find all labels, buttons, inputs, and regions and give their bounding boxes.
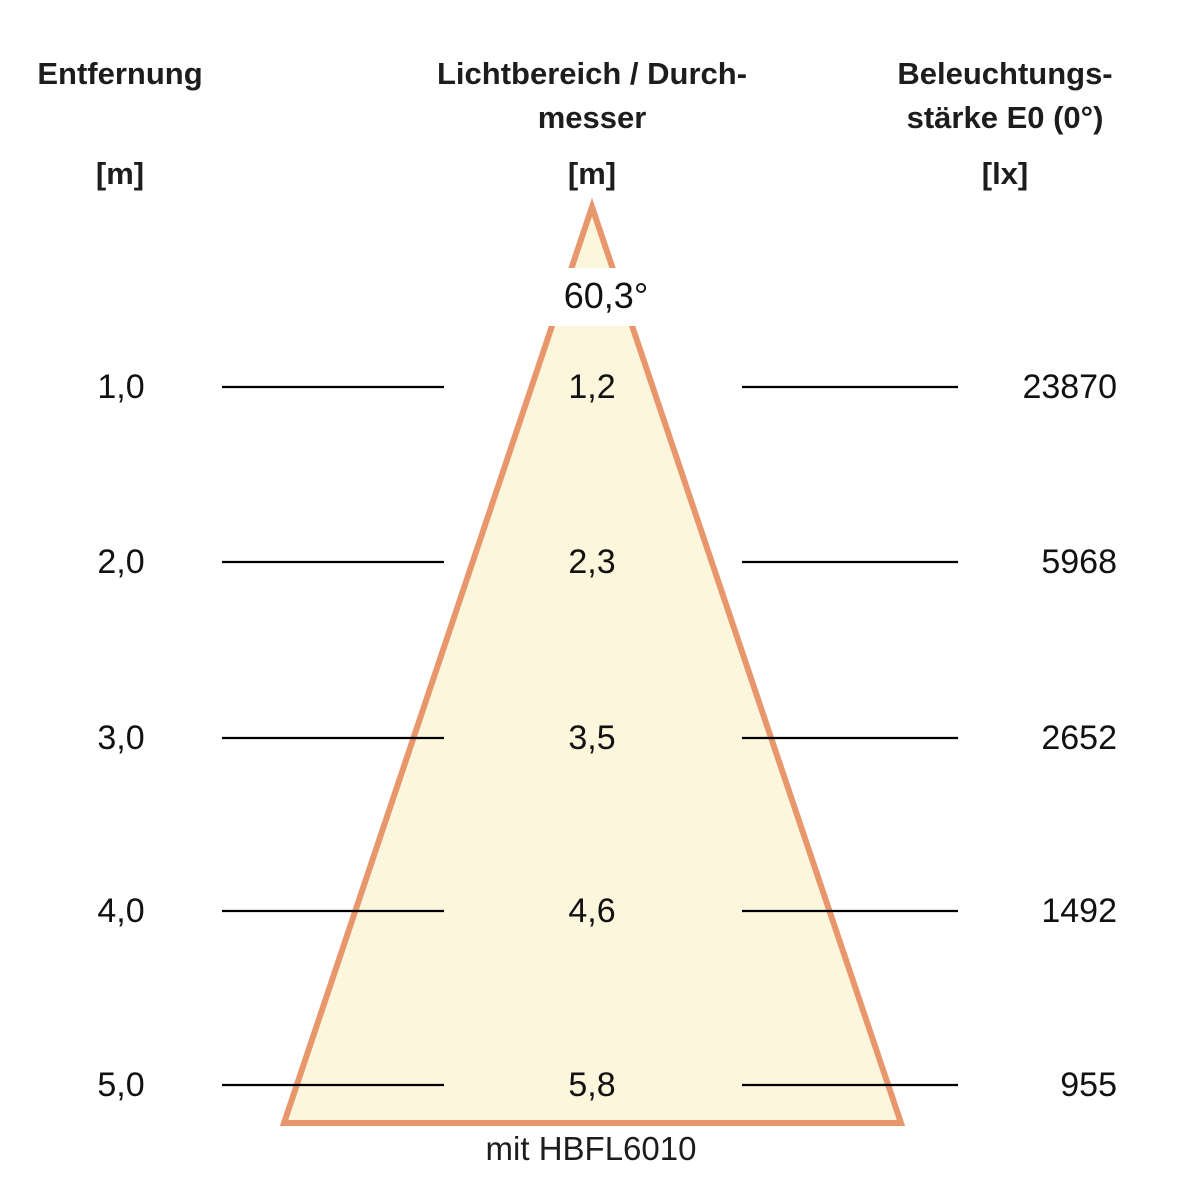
row-diameter-value: 5,8 xyxy=(568,1066,616,1104)
row-diameter-value: 1,2 xyxy=(568,368,616,406)
row-illuminance-value: 23870 xyxy=(1022,368,1117,406)
diagram-caption: mit HBFL6010 xyxy=(485,1130,697,1167)
row-leader-lines xyxy=(222,385,958,1087)
column-header-distance: Entfernung xyxy=(37,56,203,91)
row-diameter-value: 3,5 xyxy=(568,719,616,757)
row-distance-value: 3,0 xyxy=(97,719,145,757)
row-illuminance-value: 5968 xyxy=(1041,543,1117,581)
beam-angle-label: 60,3° xyxy=(494,268,718,326)
row-illuminance-value: 1492 xyxy=(1041,892,1117,930)
row-distance-value: 5,0 xyxy=(97,1066,145,1104)
column-header-diameter-unit: [m] xyxy=(567,156,617,191)
column-header-distance-unit: [m] xyxy=(95,156,145,191)
row-illuminance-value: 2652 xyxy=(1041,719,1117,757)
row-illuminance-value: 955 xyxy=(1060,1066,1117,1104)
light-cone-polygon xyxy=(279,197,906,1126)
row-distance-value: 2,0 xyxy=(97,543,145,581)
row-distance-value: 1,0 xyxy=(97,368,145,406)
row-diameter-value: 2,3 xyxy=(568,543,616,581)
column-header-illuminance: Beleuchtungs- stärke E0 (0°) xyxy=(897,56,1113,135)
row-diameter-value: 4,6 xyxy=(568,892,616,930)
column-header-illuminance-unit: [lx] xyxy=(981,156,1029,191)
row-distance-value: 4,0 xyxy=(97,892,145,930)
column-header-diameter: Lichtbereich / Durch- messer xyxy=(436,56,748,135)
